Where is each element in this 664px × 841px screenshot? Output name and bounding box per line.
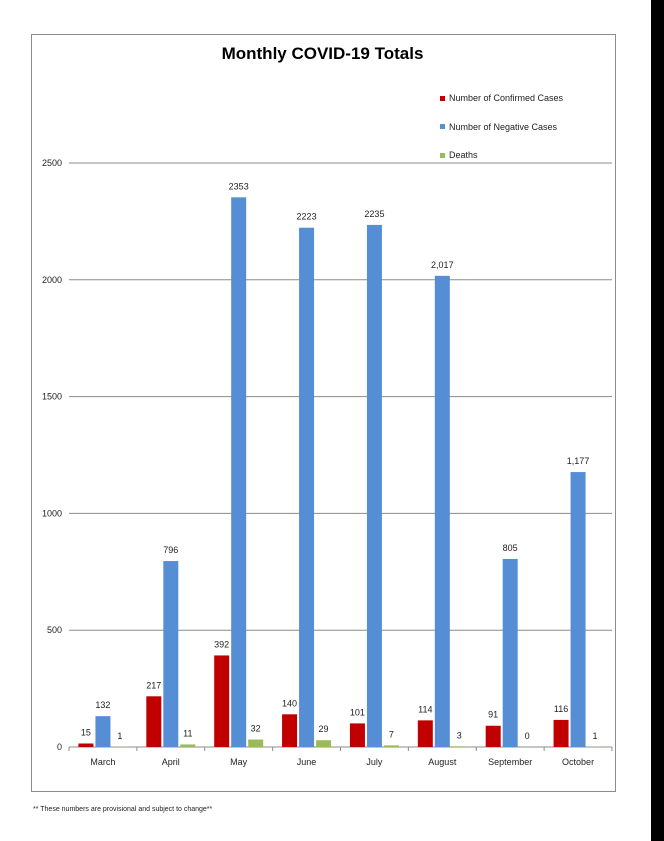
data-label: 29	[319, 724, 329, 734]
data-label: 1	[117, 731, 122, 741]
data-label: 2235	[364, 209, 384, 219]
bar	[570, 472, 586, 747]
data-label: 796	[163, 545, 178, 555]
y-tick-label: 500	[47, 625, 62, 635]
bar	[502, 558, 518, 747]
bar	[78, 743, 94, 747]
bar	[248, 739, 264, 747]
chart-title: Monthly COVID-19 Totals	[221, 44, 424, 63]
x-tick-label: July	[366, 757, 383, 767]
data-label: 805	[503, 543, 518, 553]
data-label: 3	[457, 730, 462, 740]
data-label: 7	[389, 729, 394, 739]
data-label: 116	[554, 704, 568, 714]
bar	[214, 655, 230, 747]
legend-label-deaths: Deaths	[449, 150, 478, 161]
data-label: 91	[488, 710, 498, 720]
data-label: 2,017	[431, 260, 454, 270]
data-label: 132	[95, 700, 110, 710]
x-tick-label: May	[230, 757, 248, 767]
bar	[553, 719, 569, 747]
y-tick-label: 2500	[42, 158, 62, 168]
data-label: 0	[525, 731, 530, 741]
bar	[299, 227, 315, 747]
legend-swatch-deaths	[440, 152, 445, 158]
y-tick-label: 1500	[42, 392, 62, 402]
data-label: 217	[146, 680, 161, 690]
x-tick-label: March	[90, 757, 115, 767]
x-tick-label: September	[488, 757, 532, 767]
legend-item-confirmed: Number of Confirmed Cases	[440, 84, 563, 113]
data-label: 101	[350, 707, 365, 717]
data-label: 15	[81, 727, 91, 737]
bar	[366, 224, 382, 748]
data-label: 1	[593, 731, 598, 741]
bar	[316, 740, 332, 747]
legend-item-deaths: Deaths	[440, 141, 563, 170]
bar	[282, 714, 298, 747]
bar	[231, 197, 247, 747]
data-label: 1,177	[567, 456, 590, 466]
bar	[451, 746, 467, 747]
page-edge	[651, 0, 664, 841]
footnote: ** These numbers are provisional and sub…	[33, 806, 213, 813]
bar	[434, 275, 450, 747]
data-label: 32	[251, 724, 261, 734]
data-label: 392	[214, 639, 229, 649]
bar	[349, 723, 365, 747]
bar	[95, 716, 111, 747]
x-tick-label: April	[162, 757, 180, 767]
x-tick-label: October	[562, 757, 594, 767]
bar	[485, 725, 501, 747]
legend-label-confirmed: Number of Confirmed Cases	[449, 93, 564, 104]
bar	[146, 696, 162, 747]
legend-label-negative: Number of Negative Cases	[449, 121, 558, 132]
legend-item-negative: Number of Negative Cases	[440, 113, 563, 142]
bar	[180, 744, 196, 747]
x-tick-label: June	[297, 757, 317, 767]
data-label: 2353	[229, 181, 249, 191]
y-tick-label: 0	[57, 742, 62, 752]
legend: Number of Confirmed Cases Number of Nega…	[440, 84, 563, 170]
bar	[417, 720, 433, 747]
y-tick-label: 2000	[42, 275, 62, 285]
legend-swatch-confirmed	[440, 95, 445, 101]
bar	[163, 561, 179, 747]
x-tick-label: August	[428, 757, 457, 767]
bar	[383, 745, 399, 747]
chart-frame	[31, 34, 616, 792]
data-label: 140	[282, 698, 297, 708]
legend-swatch-negative	[440, 124, 445, 130]
data-label: 2223	[297, 212, 317, 222]
data-label: 114	[418, 704, 432, 714]
y-tick-label: 1000	[42, 508, 62, 518]
data-label: 11	[183, 728, 192, 738]
